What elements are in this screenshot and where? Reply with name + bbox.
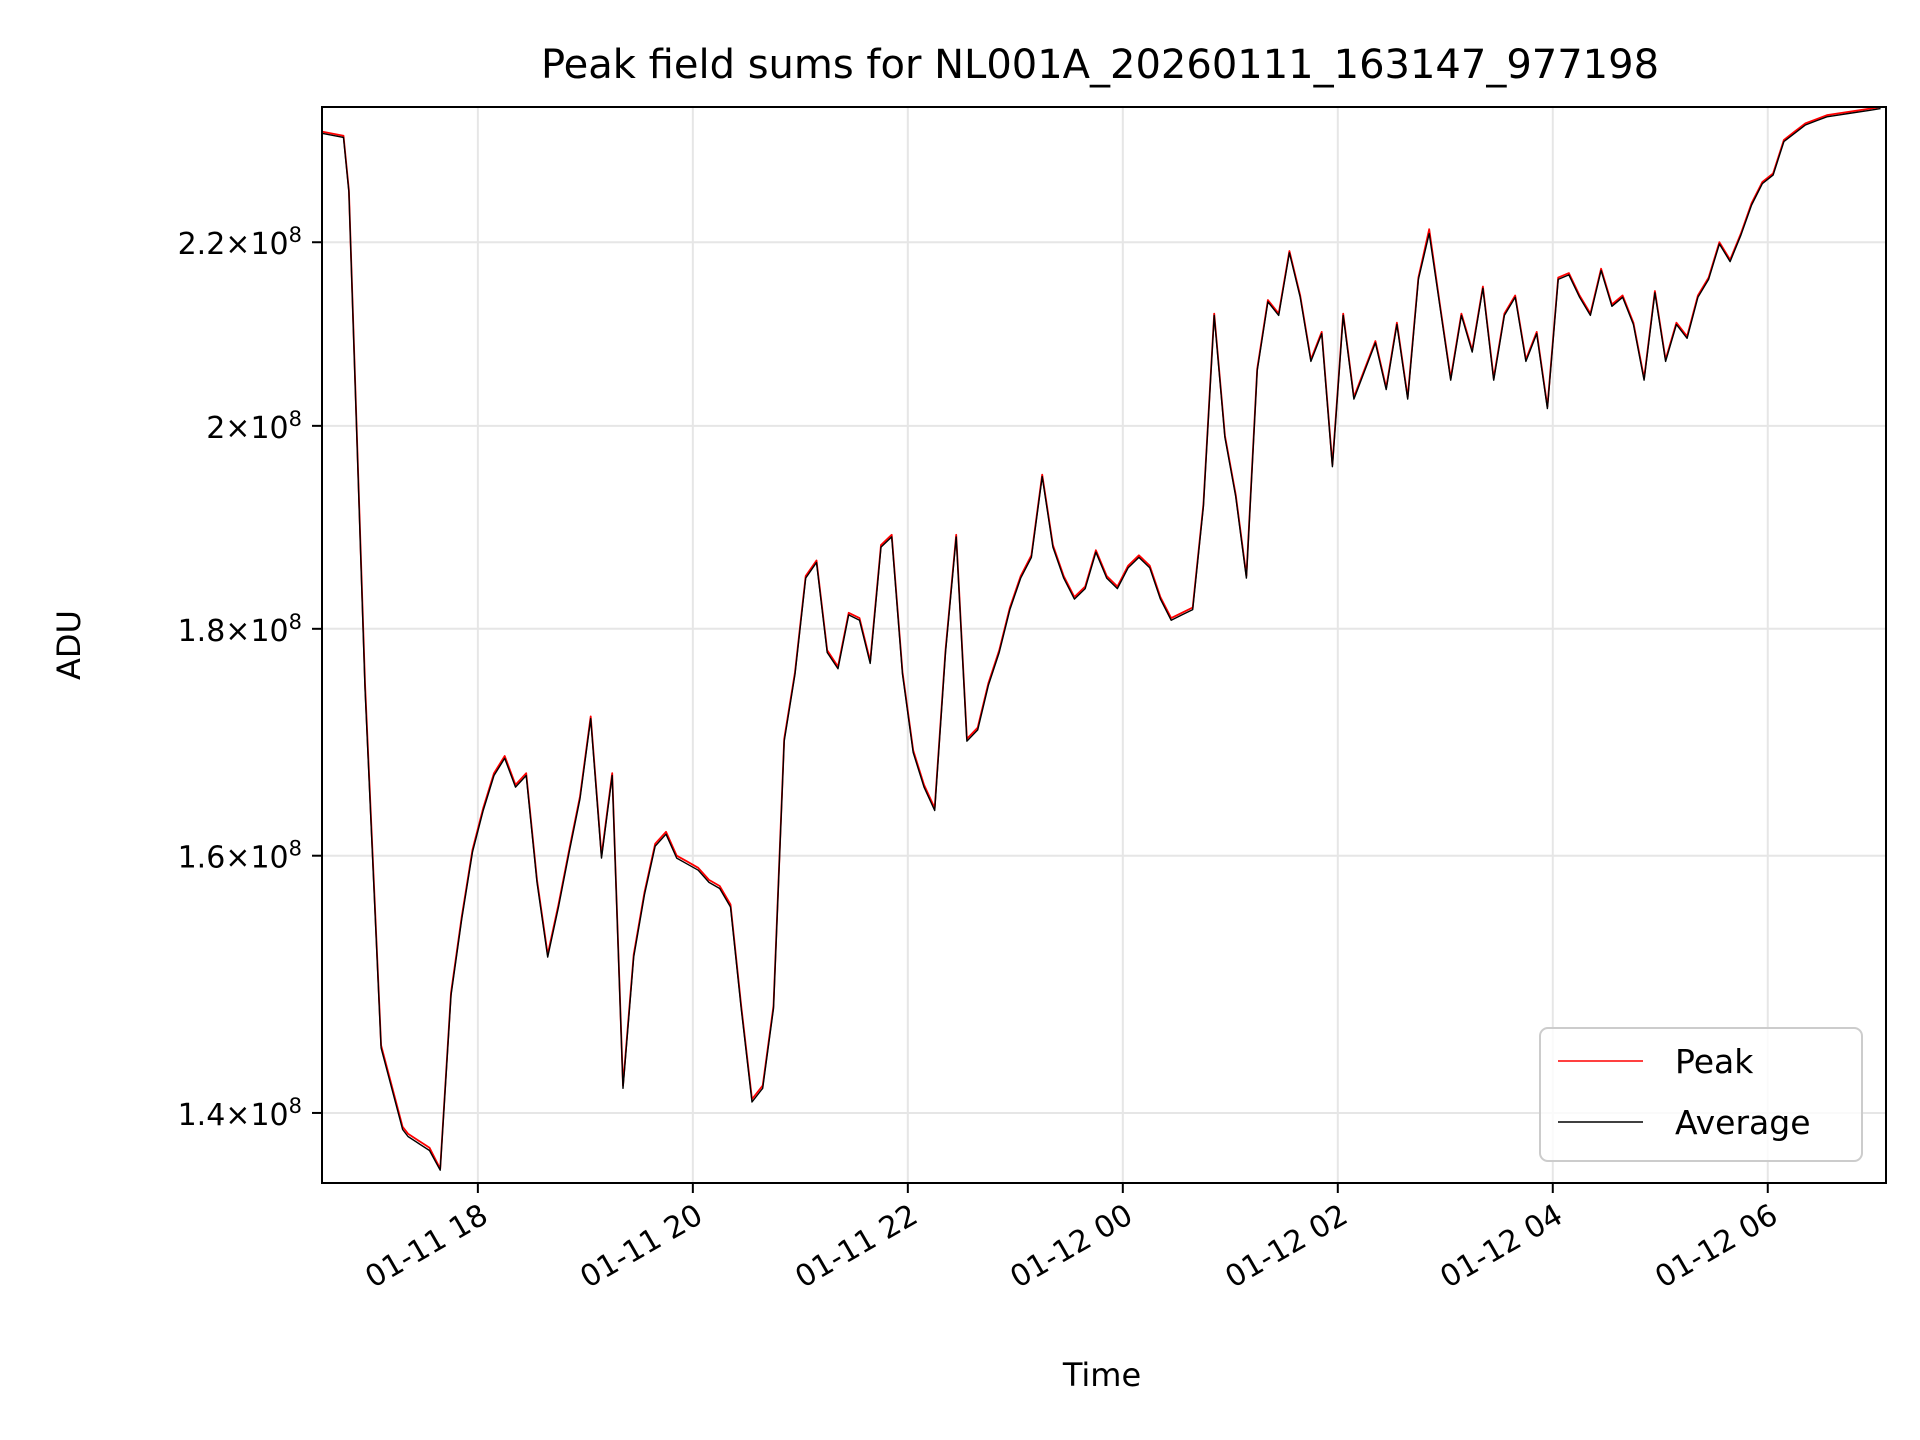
y-tick-exponent: 8 [289,223,302,247]
y-tick-base: 10 [250,614,288,649]
plot-frame [321,106,1887,1184]
y-tick-mantissa: 1.4 [178,1098,226,1133]
x-axis-label: Time [1062,1356,1141,1394]
series-group [321,106,1881,1171]
chart-title: Peak field sums for NL001A_20260111_1631… [541,42,1659,88]
legend: Peak Average [1539,1027,1863,1162]
y-tick-label: 2×108 [206,407,302,446]
y-tick-exponent: 8 [289,407,302,431]
y-tick-times: × [225,227,250,262]
gridlines [322,107,1886,1183]
y-tick-mantissa: 2.2 [178,227,226,262]
y-tick-times: × [225,411,250,446]
y-tick-mantissa: 1.6 [178,841,226,876]
y-tick-base: 10 [250,411,288,446]
legend-peak-label: Peak [1675,1042,1754,1081]
y-tick-mantissa: 1.8 [178,614,226,649]
y-tick-mantissa: 2 [206,411,225,446]
y-tick-label: 2.2×108 [178,223,302,262]
y-tick-times: × [225,841,250,876]
y-tick-times: × [225,614,250,649]
y-tick-base: 10 [250,841,288,876]
legend-average-label: Average [1675,1103,1811,1142]
y-tick-label: 1.6×108 [178,837,302,876]
y-tick-base: 10 [250,227,288,262]
y-axis-label: ADU [50,610,88,680]
y-tick-label: 1.4×108 [178,1094,302,1133]
series-line-average [321,107,1881,1171]
y-tick-times: × [225,1098,250,1133]
y-tick-base: 10 [250,1098,288,1133]
y-tick-exponent: 8 [289,610,302,634]
y-tick-exponent: 8 [289,837,302,861]
y-tick-exponent: 8 [289,1094,302,1118]
y-tick-label: 1.8×108 [178,610,302,649]
